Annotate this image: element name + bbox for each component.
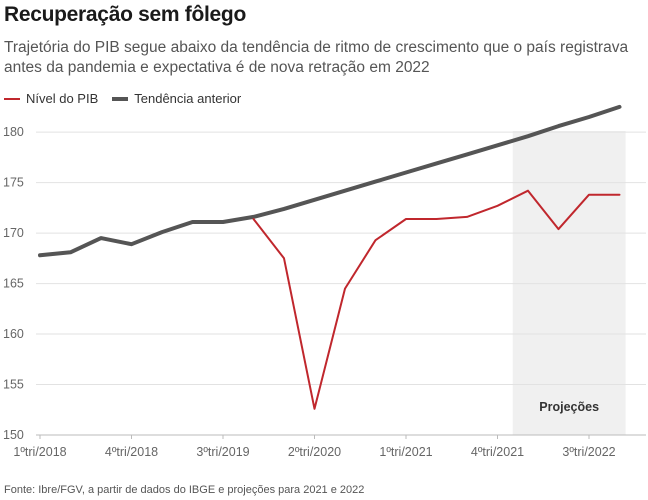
y-tick-label: 170	[3, 226, 24, 240]
chart-source: Fonte: Ibre/FGV, a partir de dados do IB…	[4, 484, 365, 496]
projection-label: Projeções	[539, 400, 599, 414]
y-tick-label: 160	[3, 327, 24, 341]
legend-swatch-trend	[112, 96, 129, 101]
series-line-pib	[252, 189, 621, 410]
x-tick-label: 4ºtri/2021	[471, 445, 524, 459]
legend-item-trend: Tendência anterior	[112, 91, 241, 106]
legend-item-pib: Nível do PIB	[4, 91, 98, 106]
x-tick-labels: 1ºtri/2018 4ºtri/2018 3ºtri/2019 2ºtri/2020…	[13, 435, 616, 459]
y-tick-label: 150	[3, 428, 24, 442]
line-chart: Projeções 150 155 160 165 170 175 180 1ºtri/20…	[3, 104, 646, 459]
x-tick-label: 3ºtri/2019	[196, 445, 249, 459]
legend: Nível do PIB Tendência anterior	[4, 91, 255, 106]
x-tick-label: 1ºtri/2018	[13, 445, 66, 459]
projection-band	[512, 131, 626, 435]
y-tick-label: 165	[3, 277, 24, 291]
series-lines	[38, 104, 622, 410]
chart-subtitle: Trajetória do PIB segue abaixo da tendên…	[4, 39, 629, 76]
series-line-trend	[38, 104, 622, 258]
y-tick-label: 155	[3, 378, 24, 392]
x-tick-label: 2ºtri/2020	[288, 445, 341, 459]
y-tick-label: 180	[3, 125, 24, 139]
projection-region: Projeções	[512, 131, 626, 435]
chart-title: Recuperação sem fôlego	[4, 3, 246, 26]
gridlines	[36, 131, 646, 436]
y-tick-label: 175	[3, 176, 24, 190]
legend-swatch-pib	[4, 97, 20, 100]
x-tick-label: 4ºtri/2018	[105, 445, 158, 459]
x-tick-label: 1ºtri/2021	[379, 445, 432, 459]
x-tick-label: 3ºtri/2022	[562, 445, 615, 459]
legend-label-pib: Nível do PIB	[26, 91, 99, 106]
legend-label-trend: Tendência anterior	[134, 91, 242, 106]
y-tick-labels: 150 155 160 165 170 175 180	[3, 125, 24, 442]
